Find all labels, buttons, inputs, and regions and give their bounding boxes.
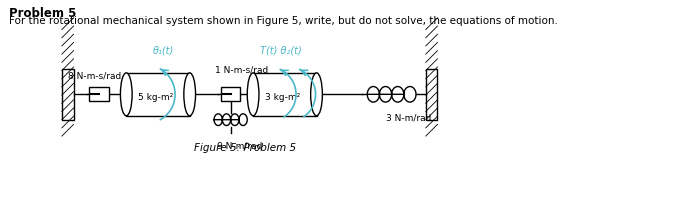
Text: 9 N-m/rad: 9 N-m/rad	[217, 141, 262, 150]
Text: Problem 5: Problem 5	[9, 6, 76, 19]
Bar	[221, 88, 240, 101]
Bar	[426, 69, 438, 120]
Text: θ₁(t): θ₁(t)	[153, 45, 174, 55]
Text: 3 N-m/rad: 3 N-m/rad	[386, 114, 431, 123]
Text: T(t) θ₂(t): T(t) θ₂(t)	[260, 45, 301, 55]
Text: For the rotational mechanical system shown in Figure 5, write, but do not solve,: For the rotational mechanical system sho…	[9, 16, 558, 26]
Ellipse shape	[184, 73, 195, 116]
Ellipse shape	[247, 73, 259, 116]
Text: 1 N-m-s/rad: 1 N-m-s/rad	[215, 66, 268, 75]
Ellipse shape	[311, 73, 323, 116]
Ellipse shape	[120, 73, 132, 116]
Text: 3 kg-m²: 3 kg-m²	[265, 93, 300, 102]
Bar	[253, 73, 316, 116]
Text: 8 N-m-s/rad: 8 N-m-s/rad	[68, 72, 121, 81]
Bar	[89, 88, 108, 101]
Text: Figure 5: Problem 5: Figure 5: Problem 5	[194, 143, 296, 153]
Text: 5 kg-m²: 5 kg-m²	[138, 93, 173, 102]
Bar	[62, 69, 74, 120]
Bar	[126, 73, 190, 116]
